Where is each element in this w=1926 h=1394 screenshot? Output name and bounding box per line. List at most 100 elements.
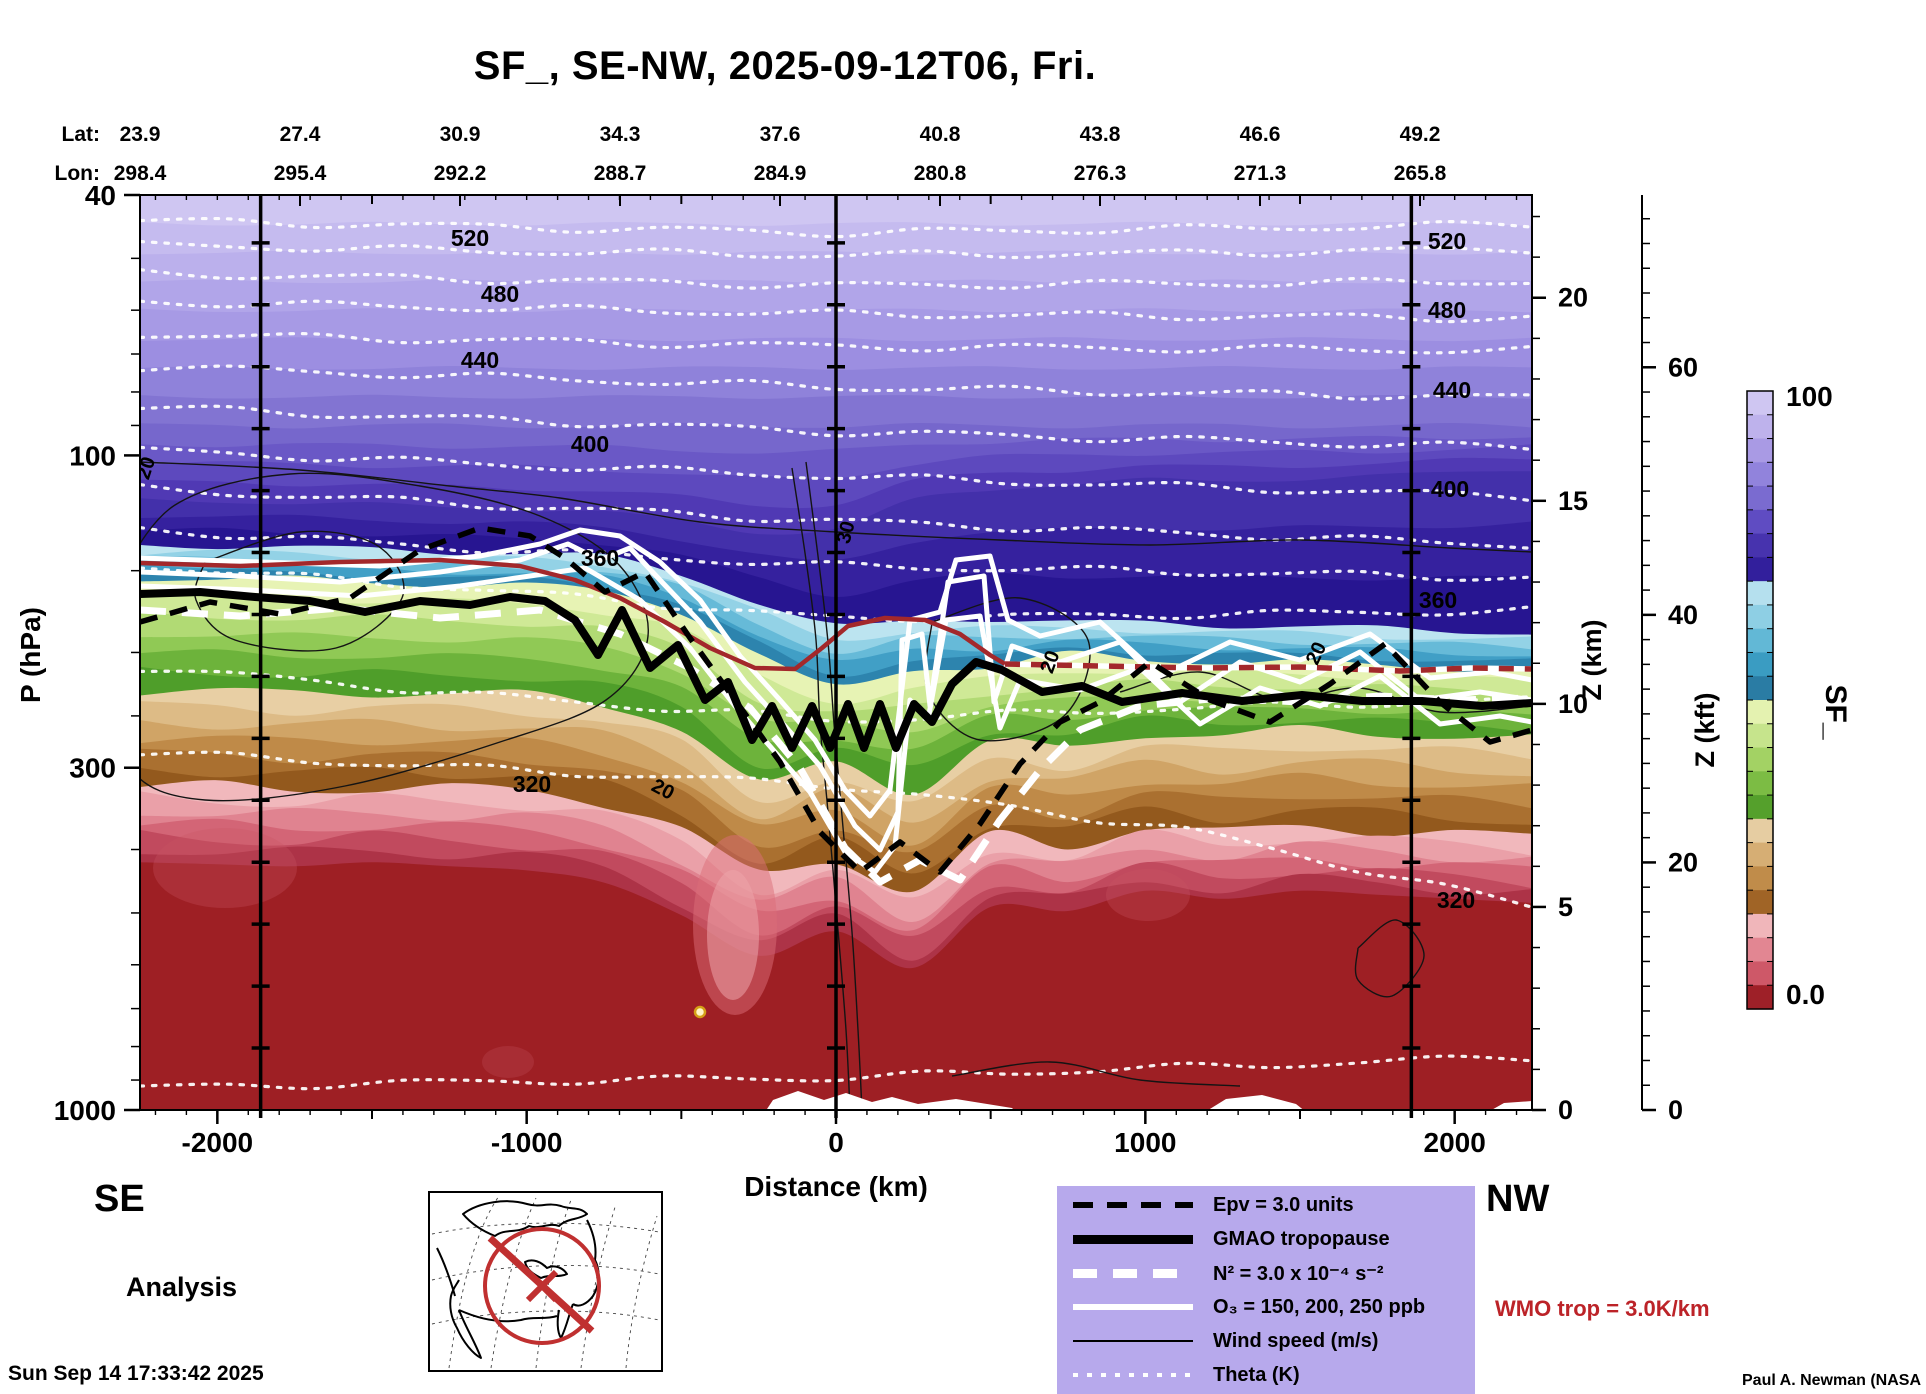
legend-row-epv: Epv = 3.0 units: [1057, 1190, 1475, 1220]
colorbar-segment: [1747, 533, 1773, 558]
colorbar-segment: [1747, 391, 1773, 416]
lat-value: 23.9: [120, 123, 161, 146]
colorbar-min-label: 0.0: [1786, 979, 1825, 1010]
theta-label: 520: [1428, 228, 1466, 254]
legend-label: Epv = 3.0 units: [1213, 1193, 1354, 1216]
colorbar-segment: [1747, 486, 1773, 511]
legend-label: O₃ = 150, 200, 250 ppb: [1213, 1295, 1426, 1318]
p-tick-label: 300: [69, 753, 116, 784]
colorbar-segment: [1747, 866, 1773, 891]
lat-row-label: Lat:: [62, 123, 101, 146]
zkft-axis-title: Z (kft): [1690, 693, 1720, 768]
hot-spot: [693, 1005, 707, 1019]
legend-row-theta: Theta (K): [1057, 1360, 1475, 1390]
lon-value: 284.9: [754, 162, 807, 185]
theta-label: 400: [1431, 476, 1469, 502]
colorbar-segment: [1747, 509, 1773, 535]
theta-label: 360: [581, 545, 619, 571]
colorbar-segment: [1747, 795, 1773, 820]
theta-line-sample: [1073, 1373, 1193, 1377]
epv-line-sample: [1073, 1202, 1193, 1208]
lon-value: 265.8: [1394, 162, 1447, 185]
surface-terrain: [1208, 1095, 1304, 1110]
legend-row-n2: N² = 3.0 x 10⁻⁴ s⁻²: [1057, 1258, 1475, 1288]
lon-value: 271.3: [1234, 162, 1287, 185]
colorbar-max-label: 100: [1786, 381, 1833, 412]
zkm-tick-label: 5: [1558, 892, 1573, 922]
lon-value: 276.3: [1074, 162, 1127, 185]
x-tick-label: 2000: [1424, 1127, 1486, 1158]
gmao-line-sample: [1073, 1234, 1193, 1244]
surface-terrain: [766, 1091, 1014, 1110]
transect-marker: [483, 1227, 601, 1345]
pink-patch: [1106, 869, 1190, 921]
colorbar-segment: [1747, 747, 1773, 772]
colorbar-segment: [1747, 676, 1773, 701]
theta-label: 320: [513, 771, 551, 797]
lat-value: 40.8: [920, 123, 961, 146]
wind-line-sample: [1073, 1340, 1193, 1342]
plot-overlays: [251, 195, 1421, 1118]
p-tick-label: 40: [85, 180, 116, 211]
x-tick-label: 1000: [1114, 1127, 1176, 1158]
x-tick-label: 0: [828, 1127, 844, 1158]
colorbar-segment: [1747, 985, 1773, 1010]
lat-value: 37.6: [760, 123, 801, 146]
legend-row-gmao: GMAO tropopause: [1057, 1224, 1475, 1254]
theta-label: 320: [1437, 887, 1475, 913]
colorbar-segment: [1747, 890, 1773, 915]
endpoint-se: SE: [94, 1178, 145, 1220]
p-tick-label: 100: [69, 440, 116, 471]
legend-label: Theta (K): [1213, 1363, 1300, 1386]
lon-value: 288.7: [594, 162, 647, 185]
colorbar-segment: [1747, 961, 1773, 986]
colorbar-segment: [1747, 557, 1773, 582]
theta-label: 480: [481, 281, 519, 307]
latlon-header: 23.9 298.4 27.4 295.4 30.9 292.2 34.3 288.7 37.6…: [114, 123, 1447, 185]
zkm-tick-label: 20: [1558, 283, 1588, 313]
lon-value: 292.2: [434, 162, 487, 185]
lat-value: 46.6: [1240, 123, 1281, 146]
colorbar-segment: [1747, 700, 1773, 725]
plot-title: SF_, SE-NW, 2025-09-12T06, Fri.: [473, 44, 1097, 88]
colorbar-segment: [1747, 414, 1773, 440]
colorbar-segment: [1747, 652, 1773, 677]
zkm-tick-label: 10: [1558, 689, 1588, 719]
lat-value: 30.9: [440, 123, 481, 146]
wmo-tropopause-solid: [140, 557, 1007, 672]
lon-value: 295.4: [274, 162, 327, 185]
colorbar-segment: [1747, 937, 1773, 963]
axes: -2000 -1000 0 1000 2000 40 100 300 1000 0 5 10 15 20 0…: [54, 180, 1698, 1158]
colorbar-title: SF_: [1819, 684, 1852, 739]
zkm-tick-label: 0: [1558, 1095, 1573, 1125]
lon-value: 280.8: [914, 162, 967, 185]
epv-contour: [140, 525, 1532, 875]
p-axis-title: P (hPa): [15, 607, 46, 703]
colorbar-segment: [1747, 628, 1773, 654]
wmo-trop-note: WMO trop = 3.0K/km: [1495, 1296, 1710, 1321]
x-tick-label: -2000: [182, 1127, 254, 1158]
endpoint-nw: NW: [1486, 1178, 1550, 1220]
credit: Paul A. Newman (NASA: [1742, 1372, 1921, 1389]
n2-line-sample: [1073, 1268, 1193, 1278]
o3-line-sample: [1073, 1304, 1193, 1310]
lon-row-label: Lon:: [55, 162, 100, 185]
lat-value: 43.8: [1080, 123, 1121, 146]
colorbar-segment: [1747, 581, 1773, 606]
colorbar-segment: [1747, 842, 1773, 867]
x-tick-label: -1000: [491, 1127, 563, 1158]
theta-contour: [140, 750, 1532, 909]
wind-contour: [140, 472, 649, 802]
colorbar-segment: [1747, 913, 1773, 939]
colorbar-frame: [1746, 390, 1774, 1010]
lon-value: 298.4: [114, 162, 167, 185]
legend-label: GMAO tropopause: [1213, 1227, 1390, 1250]
gmao-tropopause: [140, 588, 1532, 752]
theta-label: 440: [1433, 377, 1471, 403]
zkft-tick-label: 0: [1668, 1095, 1683, 1125]
lat-value: 27.4: [280, 123, 321, 146]
legend-row-wind: Wind speed (m/s): [1057, 1326, 1475, 1356]
map-coastline: [436, 1200, 600, 1359]
timestamp: Sun Sep 14 17:33:42 2025: [8, 1362, 264, 1385]
